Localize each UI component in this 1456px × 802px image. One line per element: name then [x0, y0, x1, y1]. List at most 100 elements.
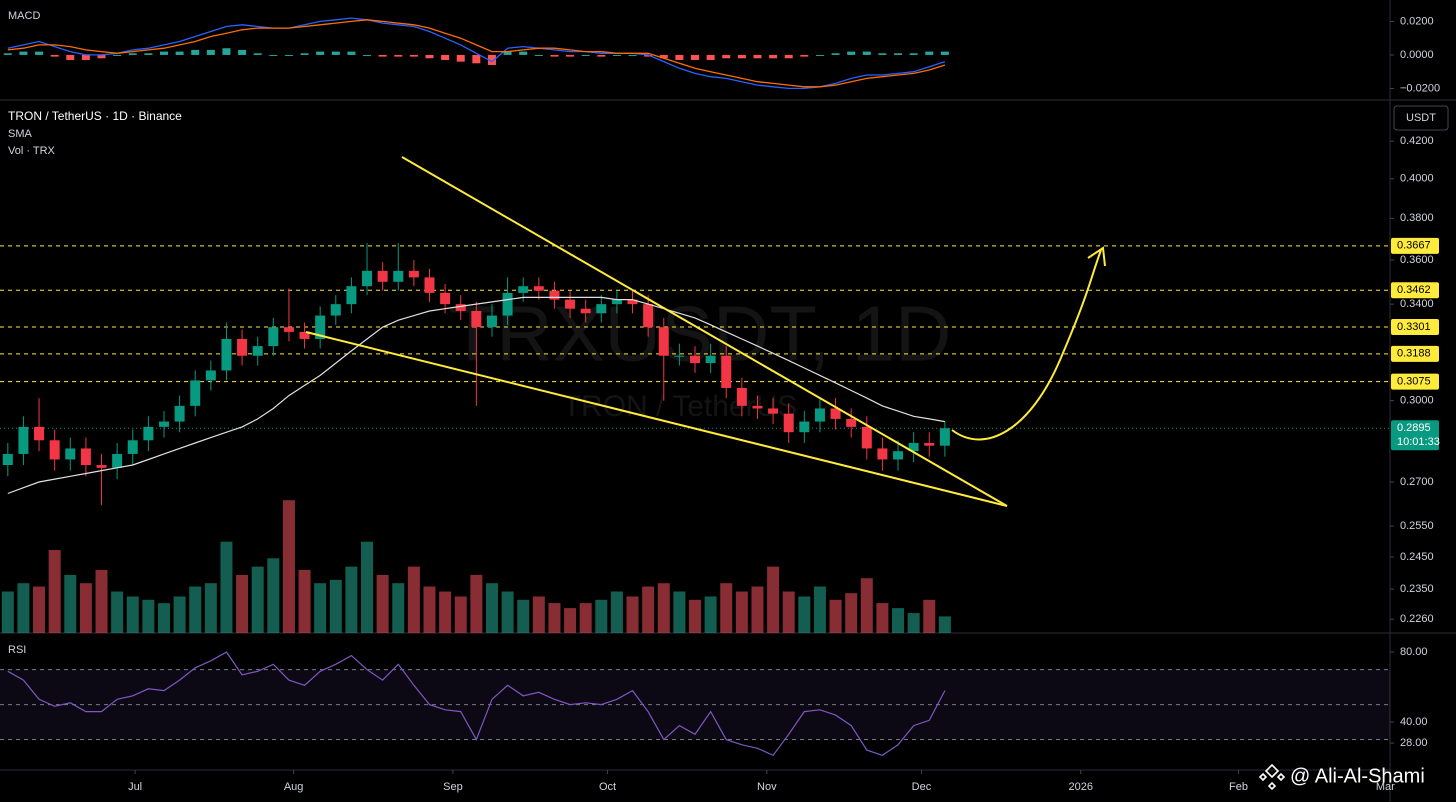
candle-body	[768, 408, 779, 414]
macd-histogram-bar	[815, 54, 824, 56]
volume-bar	[376, 574, 389, 633]
macd-histogram-bar	[159, 51, 168, 55]
macd-histogram-bar	[847, 51, 856, 55]
volume-bar	[79, 583, 92, 633]
y-tick-label: −0.0200	[1400, 82, 1440, 94]
volume-bar	[282, 500, 295, 633]
volume-bar	[532, 596, 545, 633]
x-tick-label: 2026	[1069, 781, 1093, 793]
macd-histogram-bar	[925, 51, 934, 55]
volume-bar	[673, 591, 686, 633]
volume-bar	[704, 596, 717, 633]
candle-body	[783, 413, 794, 433]
signal-line	[7, 19, 946, 88]
candle-body	[721, 355, 732, 388]
candle-body	[65, 448, 76, 460]
icon	[1264, 763, 1280, 779]
volume-bar	[876, 603, 889, 633]
x-tick-label: Oct	[599, 781, 616, 793]
volume-bar	[548, 603, 561, 633]
macd-histogram-bar	[66, 54, 75, 60]
macd-histogram-bar	[784, 54, 793, 59]
macd-histogram-bar	[691, 54, 699, 60]
level-label-box	[1391, 345, 1439, 362]
volume-bar	[907, 613, 920, 633]
macd-histogram-bar	[456, 54, 465, 62]
candle-body	[908, 442, 919, 452]
y-tick-label: 0.4200	[1400, 135, 1434, 147]
macd-histogram-bar	[722, 54, 731, 59]
candle-body	[268, 327, 279, 347]
volume-bar	[720, 583, 733, 633]
candle-body	[814, 408, 825, 422]
candle-body	[393, 270, 404, 282]
candle-body	[2, 453, 13, 466]
candle-body	[861, 426, 872, 449]
volume-bar	[345, 566, 358, 633]
macd-histogram-bar	[737, 54, 746, 59]
candle-body	[221, 338, 232, 371]
volume-bar	[157, 603, 170, 633]
macd-histogram-bar	[284, 54, 293, 56]
candle-body	[533, 286, 544, 291]
level-label: 0.3301	[1397, 321, 1431, 333]
candle-body	[158, 421, 169, 427]
rsi-line	[7, 651, 946, 757]
volume-bar	[610, 591, 623, 633]
level-label: 0.3075	[1397, 376, 1431, 388]
volume-bar	[64, 574, 77, 633]
data-layer: MACD 0.0200 0.0000 −0.0200 TRON / TetherUS ·…	[2, 10, 1449, 793]
macd-histogram-bar	[175, 51, 184, 55]
macd-histogram-bar	[441, 54, 450, 60]
candle-body	[205, 370, 216, 381]
macd-histogram-bar	[394, 54, 403, 57]
candle-body	[362, 270, 373, 287]
candle-body	[549, 290, 560, 300]
candle-body	[690, 355, 700, 364]
candle-body	[18, 426, 29, 454]
pane-title: RSI	[8, 644, 26, 656]
sma-line	[7, 296, 946, 495]
candle-body	[705, 355, 716, 364]
candle-body	[455, 304, 466, 311]
macd-histogram-bar	[472, 54, 481, 64]
candle-body	[674, 355, 685, 357]
volume-bar	[17, 583, 30, 633]
candle-body	[611, 299, 622, 305]
volume-bar	[938, 616, 951, 633]
macd-histogram-bar	[831, 53, 840, 55]
candle-body	[190, 380, 201, 406]
volume-bar	[439, 591, 452, 633]
volume-bar	[314, 583, 327, 633]
macd-histogram-bar	[644, 54, 653, 57]
indicator-label: Vol · TRX	[8, 145, 56, 157]
macd-histogram-bar	[940, 51, 949, 55]
macd-histogram-bar	[50, 54, 59, 57]
volume-bar	[501, 591, 514, 633]
volume-bar	[329, 579, 342, 633]
macd-histogram-bar	[253, 53, 262, 55]
volume-bar	[33, 586, 46, 633]
candle-body	[939, 428, 950, 446]
macd-histogram-bar	[769, 54, 778, 59]
y-tick-label: 0.2700	[1400, 476, 1434, 488]
candle-body	[299, 331, 310, 339]
candle-body	[736, 387, 747, 406]
y-tick-label: 0.3000	[1400, 395, 1434, 407]
macd-histogram-bar	[409, 54, 418, 57]
x-tick-label: Mar	[1376, 781, 1395, 793]
candle-body	[518, 286, 529, 293]
candle-body	[580, 308, 591, 314]
x-tick-label: Nov	[757, 781, 777, 793]
y-tick-label: 80.00	[1400, 646, 1428, 658]
volume-bar	[126, 596, 139, 633]
projection-arrow	[951, 249, 1102, 441]
macd-histogram-bar	[425, 54, 434, 59]
macd-line	[7, 17, 946, 90]
y-tick-label: 0.0200	[1400, 15, 1434, 27]
volume-bar	[236, 574, 249, 633]
watermark: TRXUSDT, 1D	[449, 290, 952, 378]
trendline	[305, 331, 1008, 507]
credit-icon	[1258, 763, 1286, 791]
